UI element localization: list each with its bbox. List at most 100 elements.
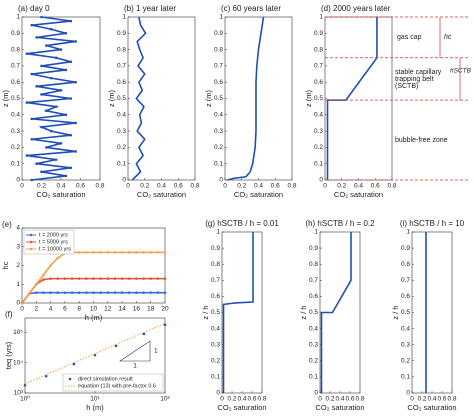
x-tick-label: 0.8 xyxy=(257,396,266,403)
y-tick-label: 0.7 xyxy=(11,63,20,70)
y-tick-label: 0.2 xyxy=(401,358,410,365)
x-tick-label: 0.6 xyxy=(174,183,183,190)
y-tick-label: 0.9 xyxy=(214,30,223,37)
y-tick-label: 4 xyxy=(16,225,20,232)
y-tick-label: 0.7 xyxy=(211,277,220,284)
y-tick-label: 0.5 xyxy=(211,309,220,316)
y-tick-label: 0.3 xyxy=(401,341,410,348)
data-point xyxy=(114,344,118,348)
data-point xyxy=(35,282,38,286)
panel-title: (e) xyxy=(2,220,12,229)
y-tick-label: 0.5 xyxy=(314,95,323,102)
annotation: hc xyxy=(444,34,452,41)
y-tick-label: 0.4 xyxy=(309,325,318,332)
series-line xyxy=(24,322,166,385)
y-tick-label: 1 xyxy=(319,14,323,21)
data-point xyxy=(69,60,73,64)
x-tick-label: 0.2 xyxy=(337,183,346,190)
data-point xyxy=(106,251,110,254)
y-tick-label: 0.6 xyxy=(214,79,223,86)
legend-marker xyxy=(29,240,33,244)
x-tick-label: 0.2 xyxy=(140,183,149,190)
x-tick-label: 0 xyxy=(318,396,322,403)
data-point xyxy=(45,146,48,149)
series-line xyxy=(222,232,254,393)
x-tick-label: 4 xyxy=(49,306,53,313)
y-axis-label: z (m) xyxy=(1,89,10,107)
y-tick-label: 0.2 xyxy=(117,144,126,151)
y-tick-label: 0.6 xyxy=(314,79,323,86)
legend-marker xyxy=(29,247,33,251)
x-axis-label: CO₂ saturation xyxy=(234,190,283,199)
data-point xyxy=(54,56,58,60)
y-tick-label: 1 xyxy=(16,281,20,288)
data-point xyxy=(127,277,131,280)
x-tick-label: 10⁰ xyxy=(20,395,30,403)
plot-frame xyxy=(221,231,263,394)
x-tick-label: 0.6 xyxy=(271,183,280,190)
data-point xyxy=(69,97,73,100)
x-tick-label: 2 xyxy=(34,306,38,313)
x-tick-label: 0.4 xyxy=(427,396,436,403)
y-tick-label: 0.4 xyxy=(314,112,323,119)
data-point xyxy=(149,251,152,254)
x-axis-label: CO₂ saturation xyxy=(407,403,456,412)
data-point xyxy=(74,150,77,153)
y-tick-label: 0.9 xyxy=(211,245,220,252)
y-tick-label: 0.7 xyxy=(401,277,410,284)
x-tick-label: 0 xyxy=(126,183,130,190)
x-tick-label: 0.6 xyxy=(371,183,380,190)
x-tick-label: 14 xyxy=(118,306,126,313)
y-tick-label: 0.8 xyxy=(211,261,220,268)
y-tick-label: 0.8 xyxy=(214,46,223,53)
x-axis-label: h (m) xyxy=(85,313,103,322)
y-tick-label: 0.3 xyxy=(211,341,220,348)
x-tick-label: 12 xyxy=(104,306,112,313)
series-line xyxy=(131,16,147,181)
data-point xyxy=(85,291,88,294)
data-point xyxy=(59,142,63,145)
y-tick-label: 0.2 xyxy=(11,144,20,151)
y-tick-label: 0.2 xyxy=(309,358,318,365)
x-tick-label: 0 xyxy=(20,183,24,190)
data-point xyxy=(69,133,73,137)
data-point xyxy=(49,129,53,133)
data-point xyxy=(42,278,45,281)
data-point xyxy=(35,291,38,294)
data-point xyxy=(120,251,124,254)
y-tick-label: 0.6 xyxy=(117,79,126,86)
data-point xyxy=(27,292,31,295)
data-point xyxy=(59,89,63,92)
x-tick-label: 0.4 xyxy=(354,183,363,190)
x-tick-label: 0.2 xyxy=(227,396,236,403)
data-point xyxy=(77,251,81,254)
x-tick-label: 0.2 xyxy=(237,183,246,190)
x-tick-label: 20 xyxy=(161,306,169,313)
data-point xyxy=(30,137,34,141)
data-point xyxy=(69,19,73,23)
data-point xyxy=(20,301,24,305)
data-point xyxy=(40,15,43,19)
y-tick-label: 0.8 xyxy=(401,261,410,268)
x-tick-label: 0.2 xyxy=(37,183,46,190)
y-tick-label: 0.9 xyxy=(11,30,20,37)
data-point xyxy=(156,251,160,254)
panel-title: (h) hSCTB / h = 0.2 xyxy=(305,219,375,228)
y-axis-label: z / h xyxy=(299,305,308,319)
x-tick-label: 8 xyxy=(77,306,81,313)
data-point xyxy=(25,52,29,55)
y-tick-label: 0.6 xyxy=(11,79,20,86)
data-point xyxy=(85,251,88,254)
y-tick-label: 0.2 xyxy=(314,144,323,151)
x-tick-label: 10¹ xyxy=(90,396,100,403)
data-point xyxy=(64,174,68,178)
panel-title: (a) day 0 xyxy=(18,4,50,13)
y-tick-label: 0.8 xyxy=(117,46,126,53)
annotation: trapping belt xyxy=(395,76,434,83)
data-point xyxy=(127,251,131,254)
data-point xyxy=(92,251,95,254)
annotation: gas cap xyxy=(397,34,422,41)
legend-label: direct simulation result xyxy=(78,376,133,382)
series-line xyxy=(326,17,378,180)
annotation: 1 xyxy=(133,363,137,370)
